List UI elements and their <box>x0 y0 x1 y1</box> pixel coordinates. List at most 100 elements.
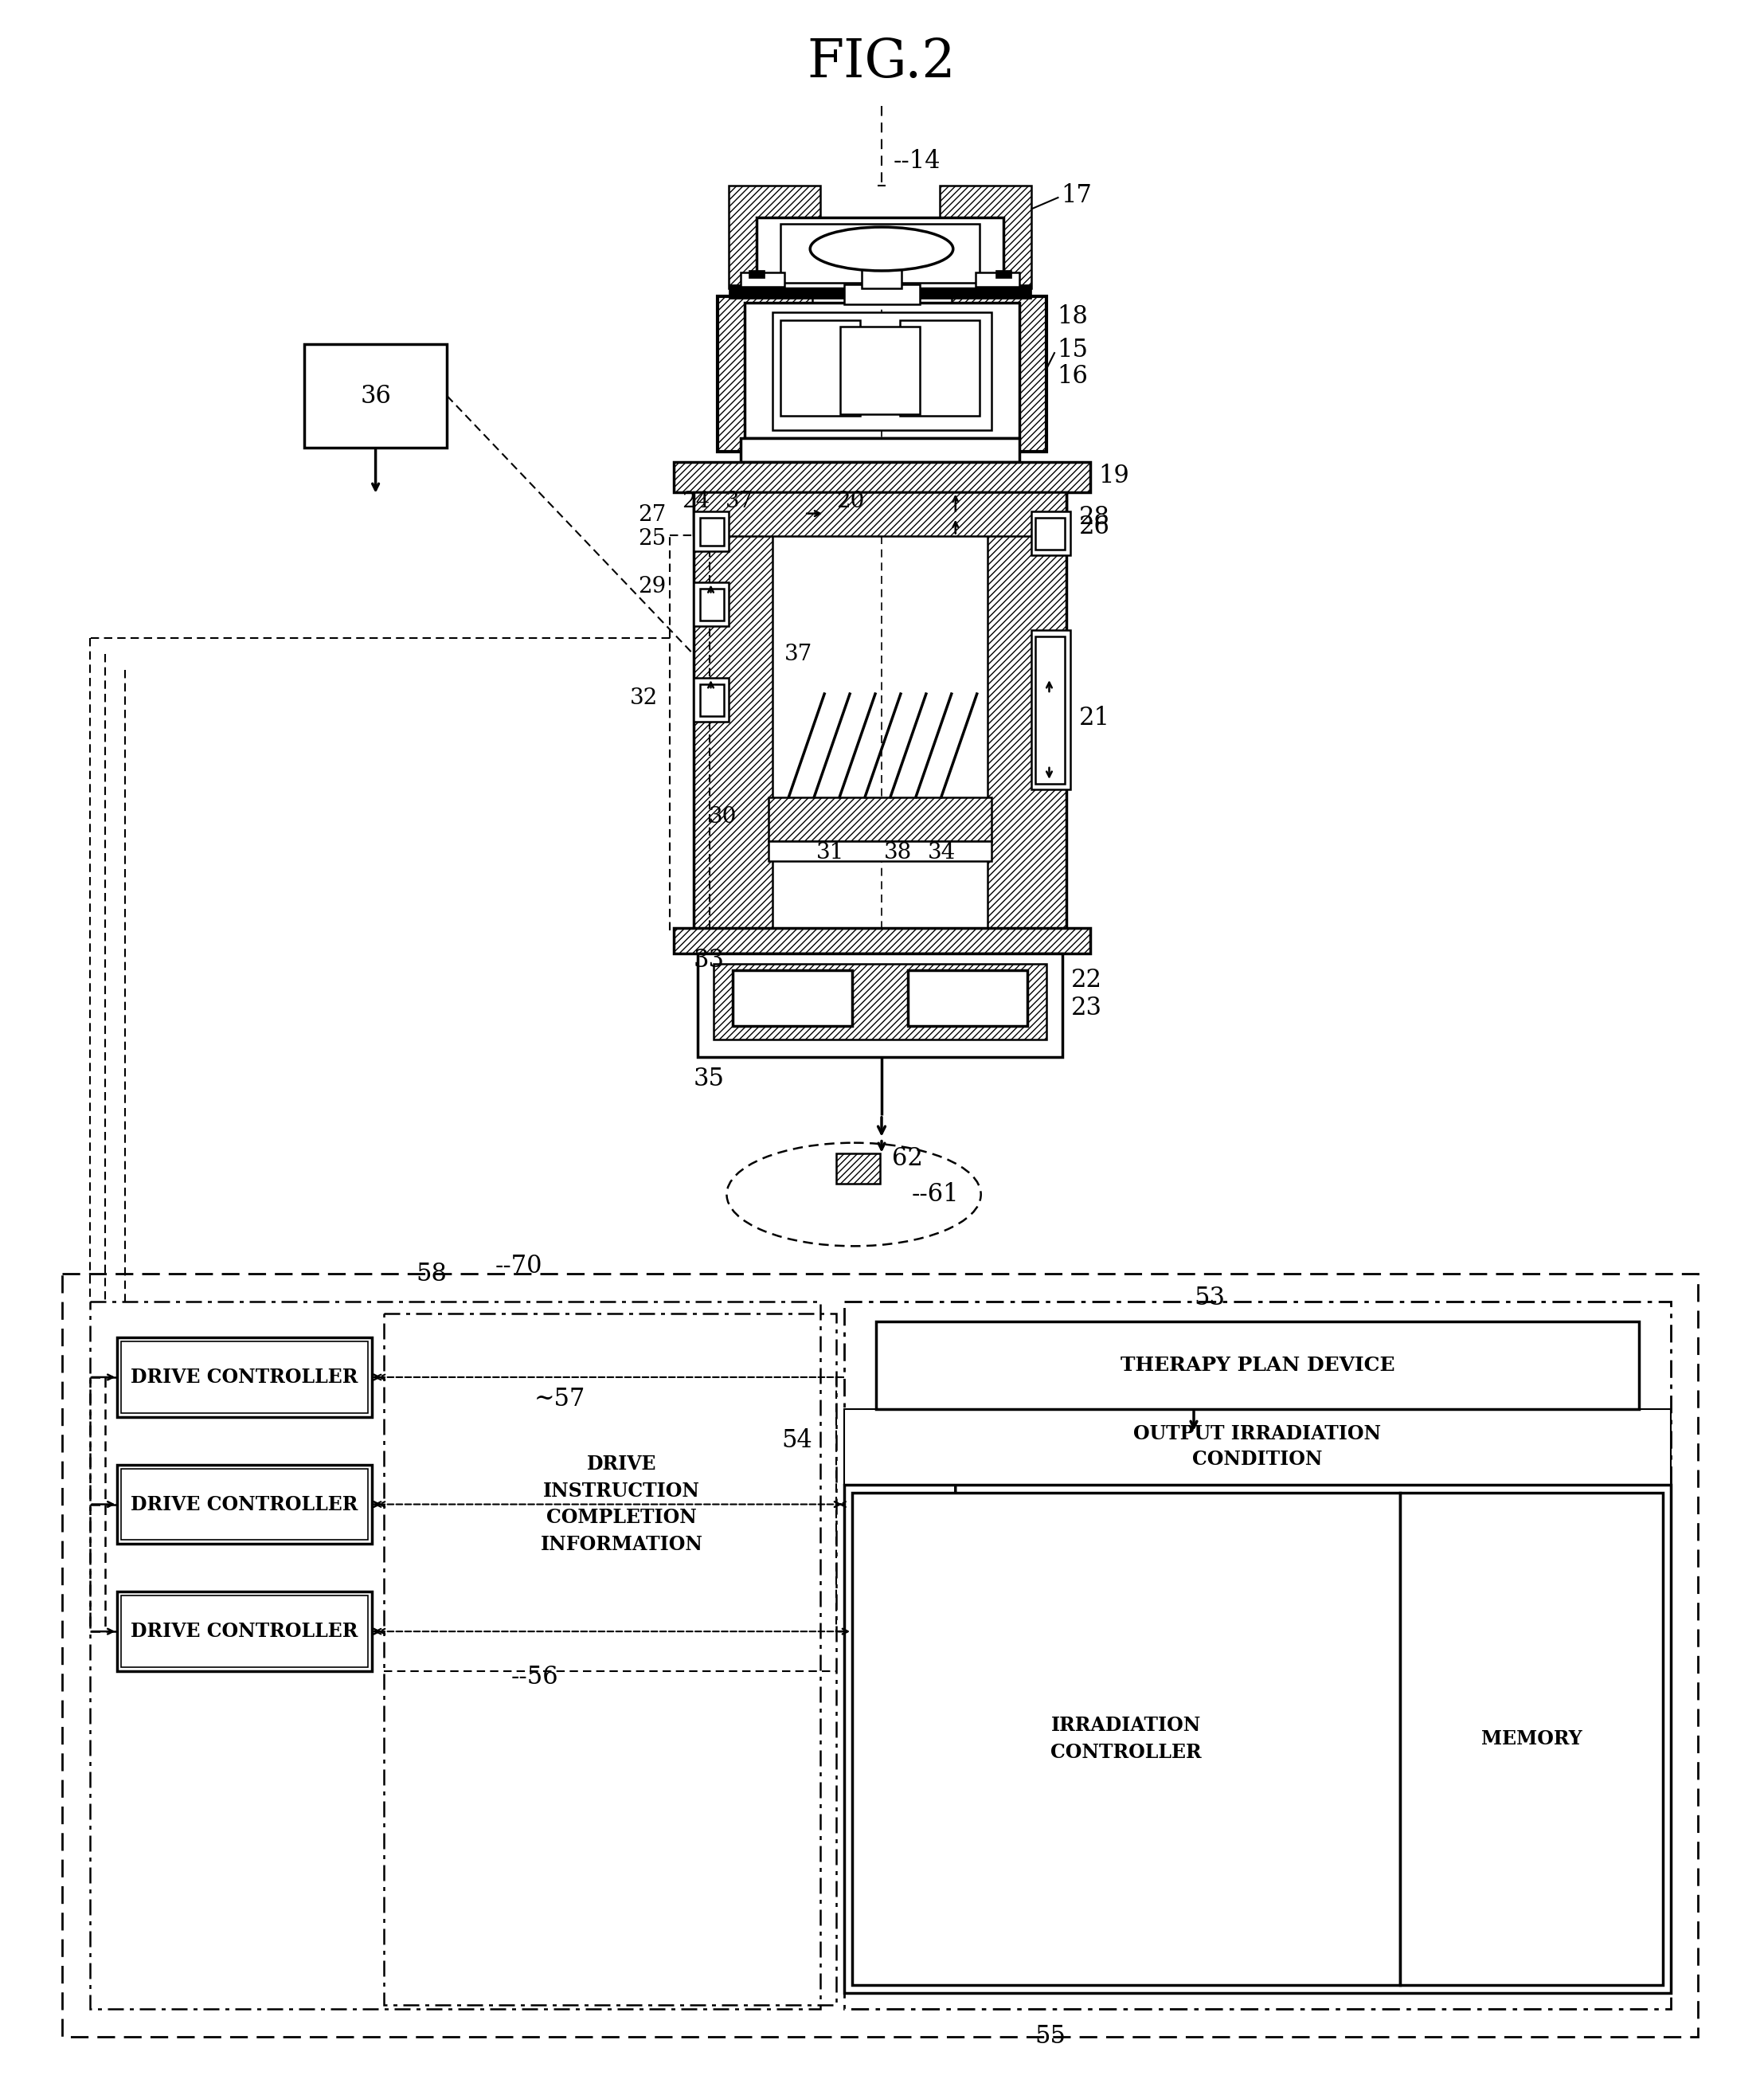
Bar <box>118 1464 372 1545</box>
Bar <box>750 270 766 279</box>
Bar <box>845 1484 1671 1994</box>
Bar <box>877 1322 1639 1410</box>
Text: DRIVE CONTROLLER: DRIVE CONTROLLER <box>131 1495 358 1514</box>
Text: 17: 17 <box>1062 183 1092 208</box>
Text: 54: 54 <box>781 1428 813 1453</box>
Text: OUTPUT IRRADIATION
CONDITION: OUTPUT IRRADIATION CONDITION <box>1134 1424 1381 1468</box>
Bar <box>693 493 773 929</box>
Bar <box>713 965 1046 1040</box>
Text: 23: 23 <box>1071 996 1102 1021</box>
Text: 25: 25 <box>639 528 665 549</box>
Bar <box>741 439 1020 462</box>
Bar <box>718 297 813 451</box>
Text: 18: 18 <box>1057 304 1088 328</box>
Text: --70: --70 <box>494 1254 542 1279</box>
Bar <box>693 678 729 721</box>
Text: ~57: ~57 <box>534 1387 586 1412</box>
Bar <box>122 1597 367 1667</box>
Text: DRIVE CONTROLLER: DRIVE CONTROLLER <box>131 1622 358 1640</box>
Bar <box>693 511 729 551</box>
Bar <box>700 518 723 545</box>
Text: IRRADIATION
CONTROLLER: IRRADIATION CONTROLLER <box>1051 1715 1201 1761</box>
Bar <box>769 796 991 840</box>
Bar <box>840 326 919 414</box>
Bar <box>773 312 991 430</box>
Text: 20: 20 <box>836 491 864 511</box>
Text: 31: 31 <box>817 842 845 863</box>
Text: 53: 53 <box>1194 1285 1224 1310</box>
Bar <box>734 971 852 1027</box>
Bar <box>729 185 820 289</box>
Text: --56: --56 <box>510 1665 557 1690</box>
Bar <box>718 297 1046 451</box>
Text: 32: 32 <box>630 686 658 709</box>
Text: FIG.2: FIG.2 <box>808 35 956 87</box>
Bar <box>700 588 723 622</box>
Text: 62: 62 <box>893 1146 923 1170</box>
Bar <box>118 1337 372 1418</box>
Bar <box>744 304 1020 439</box>
Bar <box>1401 1493 1662 1985</box>
Bar <box>951 297 1046 451</box>
Text: 24: 24 <box>681 491 709 511</box>
Bar <box>122 1468 367 1541</box>
Text: 33: 33 <box>693 948 725 973</box>
Bar <box>62 1274 1699 2037</box>
Bar <box>383 1314 836 2004</box>
Bar <box>995 270 1011 279</box>
Bar <box>303 345 446 447</box>
Bar <box>118 1593 372 1672</box>
Bar <box>729 285 1030 299</box>
Text: 29: 29 <box>639 576 665 597</box>
Text: 34: 34 <box>928 842 956 863</box>
Bar <box>757 216 1004 289</box>
Bar <box>1035 636 1065 784</box>
Bar <box>90 1301 820 2008</box>
Text: 58: 58 <box>416 1262 446 1287</box>
Text: 27: 27 <box>639 505 665 526</box>
Bar <box>693 493 1067 536</box>
Ellipse shape <box>810 227 953 270</box>
Text: 30: 30 <box>709 807 737 827</box>
Bar <box>693 493 1067 929</box>
Text: 16: 16 <box>1057 364 1088 389</box>
Bar <box>1030 630 1071 790</box>
Bar <box>908 971 1027 1027</box>
Bar <box>845 1410 1671 1484</box>
Text: --14: --14 <box>894 150 940 175</box>
Bar <box>769 840 991 861</box>
Text: THERAPY PLAN DEVICE: THERAPY PLAN DEVICE <box>1120 1356 1395 1374</box>
Bar <box>700 684 723 715</box>
Text: 35: 35 <box>693 1067 725 1091</box>
Bar <box>697 954 1062 1056</box>
Bar <box>845 285 919 304</box>
Bar <box>693 582 729 626</box>
Text: 37: 37 <box>785 642 813 665</box>
Bar <box>674 462 1090 493</box>
Bar <box>900 320 979 416</box>
Bar <box>1030 511 1071 555</box>
Bar <box>852 1493 1401 1985</box>
Bar <box>674 927 1090 954</box>
Bar <box>988 493 1067 929</box>
Text: 37: 37 <box>725 491 753 511</box>
Bar <box>122 1341 367 1414</box>
Bar <box>741 272 785 287</box>
Bar <box>781 225 979 283</box>
Bar <box>741 439 1020 462</box>
Text: 22: 22 <box>1071 967 1102 992</box>
Bar <box>845 1301 1671 2008</box>
Bar <box>670 534 709 931</box>
Text: 38: 38 <box>884 842 912 863</box>
Text: 19: 19 <box>1099 464 1129 489</box>
Bar <box>836 1154 880 1183</box>
Bar <box>1035 518 1065 549</box>
Text: DRIVE CONTROLLER: DRIVE CONTROLLER <box>131 1368 358 1387</box>
Text: 21: 21 <box>1078 705 1110 730</box>
Text: MEMORY: MEMORY <box>1482 1730 1582 1748</box>
Text: --61: --61 <box>912 1183 960 1206</box>
Bar <box>940 185 1030 289</box>
Text: DRIVE
INSTRUCTION
COMPLETION
INFORMATION: DRIVE INSTRUCTION COMPLETION INFORMATION <box>540 1455 704 1553</box>
Text: 26: 26 <box>1078 516 1110 538</box>
Bar <box>863 245 901 289</box>
